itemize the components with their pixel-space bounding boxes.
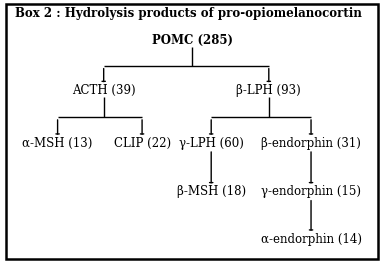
Text: β-MSH (18): β-MSH (18) [177, 185, 246, 199]
FancyBboxPatch shape [6, 4, 378, 259]
Text: β-LPH (93): β-LPH (93) [237, 84, 301, 97]
Text: α-MSH (13): α-MSH (13) [22, 137, 93, 150]
Text: POMC (285): POMC (285) [152, 34, 232, 47]
Text: Box 2 : Hydrolysis products of pro-opiomelanocortin: Box 2 : Hydrolysis products of pro-opiom… [15, 7, 362, 19]
Text: ACTH (39): ACTH (39) [72, 84, 136, 97]
Text: β-endorphin (31): β-endorphin (31) [261, 137, 361, 150]
Text: γ-LPH (60): γ-LPH (60) [179, 137, 243, 150]
Text: α-endorphin (14): α-endorphin (14) [260, 233, 362, 246]
Text: γ-endorphin (15): γ-endorphin (15) [261, 185, 361, 199]
Text: CLIP (22): CLIP (22) [114, 137, 170, 150]
